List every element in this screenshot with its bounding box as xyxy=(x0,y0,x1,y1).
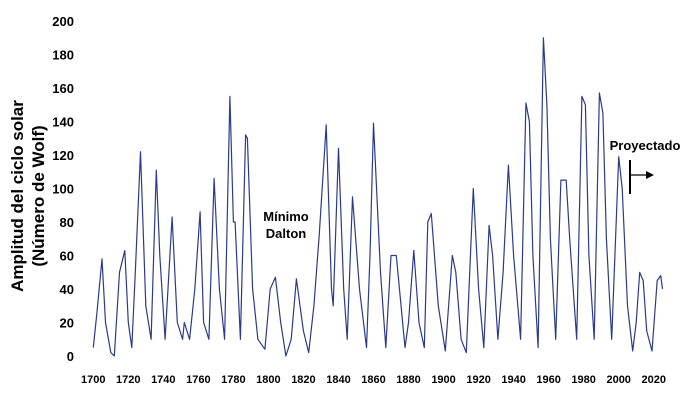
sunspot-series-line xyxy=(92,37,664,357)
x-tick-label: 1740 xyxy=(151,374,175,386)
y-tick-label: 140 xyxy=(52,115,74,130)
y-tick-label: 40 xyxy=(60,282,74,297)
projected-label: Proyectado xyxy=(610,138,681,153)
y-tick-label: 20 xyxy=(60,316,74,331)
y-tick-label: 100 xyxy=(52,182,74,197)
annotations: Mínimo Dalton Proyectado xyxy=(263,138,680,241)
projected-arrow-icon xyxy=(646,171,654,179)
x-tick-label: 2020 xyxy=(641,374,665,386)
x-tick-label: 1840 xyxy=(326,374,350,386)
y-tick-label: 80 xyxy=(60,215,74,230)
y-tick-label: 0 xyxy=(67,349,74,364)
y-tick-label: 200 xyxy=(52,14,74,29)
x-tick-label: 1720 xyxy=(116,374,140,386)
y-tick-label: 180 xyxy=(52,48,74,63)
x-tick-label: 1980 xyxy=(571,374,595,386)
dalton-minimum-label-line2: Dalton xyxy=(266,226,307,241)
x-tick-label: 1860 xyxy=(361,374,385,386)
y-axis-label-line2: (Número de Wolf) xyxy=(29,125,48,266)
x-tick-label: 1900 xyxy=(431,374,455,386)
dalton-minimum-label-line1: Mínimo xyxy=(263,209,309,224)
y-tick-label: 120 xyxy=(52,148,74,163)
y-axis: 0 20 40 60 80 100 120 140 160 180 200 xyxy=(52,14,74,364)
x-tick-label: 1760 xyxy=(186,374,210,386)
x-tick-label: 1700 xyxy=(81,374,105,386)
y-axis-label-line1: Amplitud del ciclo solar xyxy=(8,100,27,292)
x-axis: 1700 1720 1740 1760 1780 1800 1820 1840 1860 1880… xyxy=(81,374,666,386)
x-tick-label: 1940 xyxy=(501,374,525,386)
y-axis-label: Amplitud del ciclo solar (Número de Wolf… xyxy=(8,100,48,292)
y-tick-label: 160 xyxy=(52,81,74,96)
x-tick-label: 1960 xyxy=(536,374,560,386)
x-tick-label: 1880 xyxy=(396,374,420,386)
x-tick-label: 1780 xyxy=(221,374,245,386)
x-tick-label: 2000 xyxy=(606,374,630,386)
series-layer xyxy=(92,37,664,357)
x-tick-label: 1920 xyxy=(466,374,490,386)
x-tick-label: 1800 xyxy=(256,374,280,386)
x-tick-label: 1820 xyxy=(291,374,315,386)
y-tick-label: 60 xyxy=(60,249,74,264)
